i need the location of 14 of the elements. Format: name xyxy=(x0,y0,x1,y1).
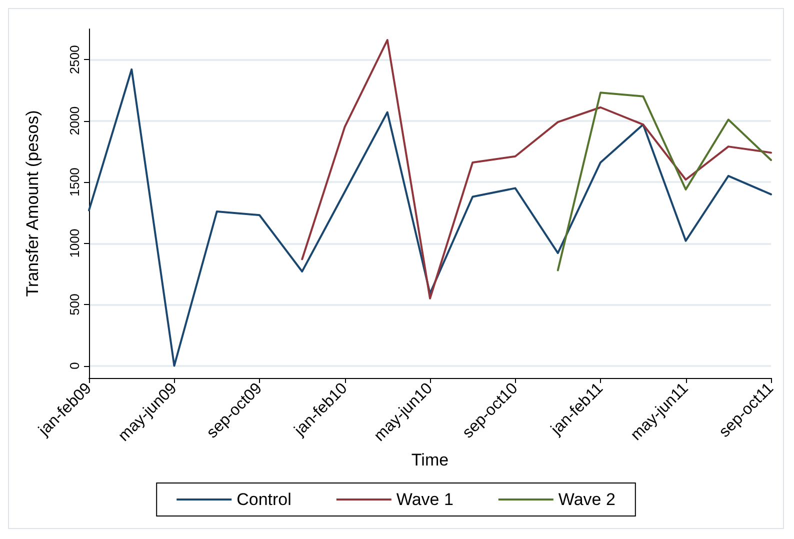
y-tick-label: 2000 xyxy=(67,106,82,136)
legend-label: Wave 1 xyxy=(396,490,454,509)
line-series xyxy=(301,39,772,300)
y-tick-label: 500 xyxy=(67,294,82,316)
legend-label: Control xyxy=(236,490,292,509)
y-axis-title: Transfer Amount (pesos) xyxy=(23,110,42,297)
line-series xyxy=(556,92,772,272)
y-tick-label: 1000 xyxy=(67,228,82,258)
legend-label: Wave 2 xyxy=(558,490,616,509)
line-series xyxy=(88,68,772,367)
y-tick-label: 0 xyxy=(67,362,82,370)
y-tick-label: 1500 xyxy=(67,168,82,197)
x-axis-title: Time xyxy=(411,450,449,470)
y-tick-label: 2500 xyxy=(67,45,82,74)
